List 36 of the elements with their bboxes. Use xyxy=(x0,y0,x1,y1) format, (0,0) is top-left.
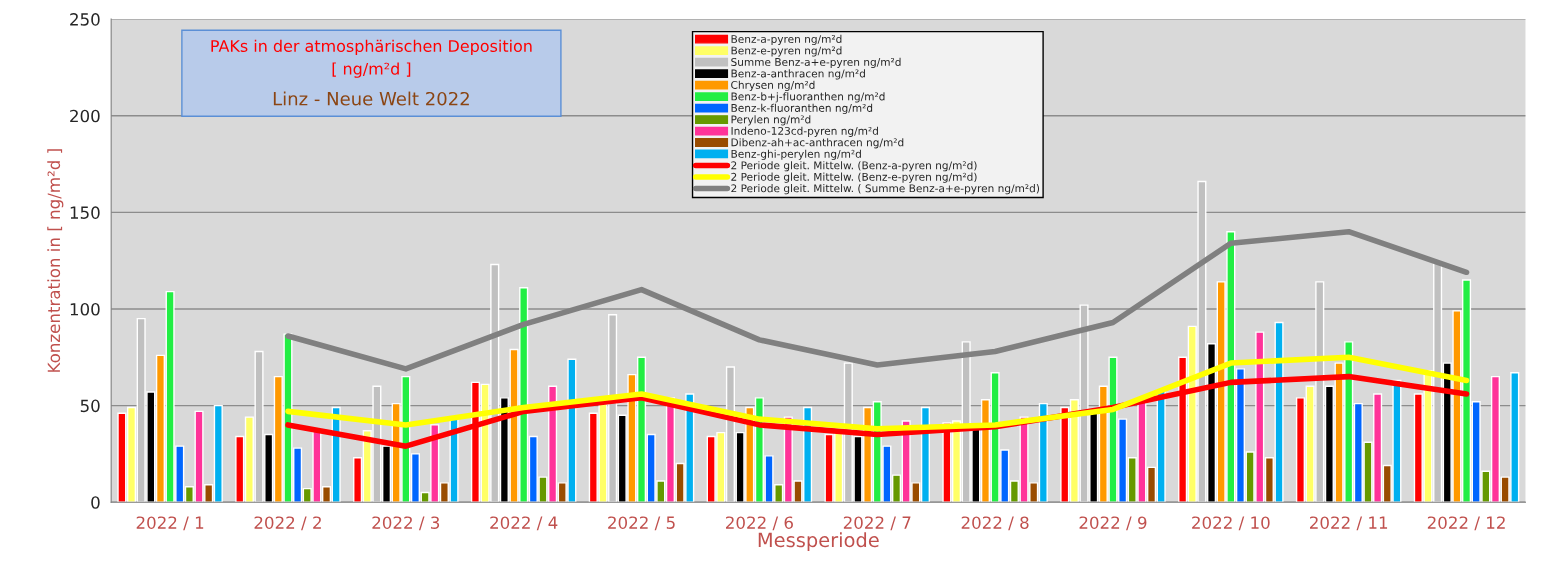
x-tick-label: 2022 / 6 xyxy=(726,516,793,531)
legend-label: 2 Periode gleit. Mittelw. (Benz-a-pyren ng/m²d) xyxy=(731,161,977,172)
x-tick-label: 2022 / 10 xyxy=(1192,516,1270,531)
x-tick-label: 2022 / 11 xyxy=(1309,516,1388,531)
legend-label: Chrysen ng/m²d xyxy=(731,80,815,91)
x-tick-label: 2022 / 9 xyxy=(1079,516,1147,531)
legend-label: 2 Periode gleit. Mittelw. ( Summe Benz-a+e-pyren ng/m²d) xyxy=(731,184,1040,195)
legend-label: Summe Benz-a+e-pyren ng/m²d xyxy=(731,57,901,69)
legend-label: Perylen ng/m²d xyxy=(731,115,811,126)
y-tick-label: 50 xyxy=(80,399,100,413)
legend-label: Dibenz-ah+ac-anthracen ng/m²d xyxy=(731,138,904,149)
x-tick-label: 2022 / 12 xyxy=(1427,516,1505,531)
y-tick-label: 200 xyxy=(70,109,100,123)
y-tick-label: 0 xyxy=(91,496,100,509)
legend-label: Benz-a-anthracen ng/m²d xyxy=(731,69,865,80)
y-tick-label: 100 xyxy=(70,302,100,316)
x-tick-label: 2022 / 3 xyxy=(372,516,440,531)
text: PAKs in der atmosphärischen Deposition [ ng/m²d ] xyxy=(211,39,532,78)
legend-label: Benz-b+j-fluoranthen ng/m²d xyxy=(731,92,885,103)
legend-label: 2 Periode gleit. Mittelw. (Benz-e-pyren ng/m²d) xyxy=(731,172,977,183)
legend-label: Benz-k-fluoranthen ng/m²d xyxy=(731,103,873,114)
x-tick-label: 2022 / 8 xyxy=(961,516,1029,531)
legend-label: Benz-e-pyren ng/m²d xyxy=(731,46,842,57)
legend-label: Benz-ghi-perylen ng/m²d xyxy=(731,149,861,160)
y-axis-title: Konzentration in [ ng/m²d ] xyxy=(47,149,64,372)
x-tick-label: 2022 / 1 xyxy=(136,516,204,531)
legend-label: Indeno-123cd-pyren ng/m²d xyxy=(731,126,878,137)
x-tick-label: 2022 / 2 xyxy=(254,516,321,531)
y-tick-label: 150 xyxy=(70,206,100,219)
x-axis-title: Messperiode xyxy=(758,532,879,552)
y-tick-label: 250 xyxy=(70,13,100,26)
text: Linz - Neue Welt 2022 xyxy=(273,91,469,106)
x-tick-label: 2022 / 5 xyxy=(608,516,675,531)
legend-label: Benz-a-pyren ng/m²d xyxy=(731,34,842,46)
x-tick-label: 2022 / 4 xyxy=(490,516,558,531)
x-tick-label: 2022 / 7 xyxy=(843,516,911,531)
